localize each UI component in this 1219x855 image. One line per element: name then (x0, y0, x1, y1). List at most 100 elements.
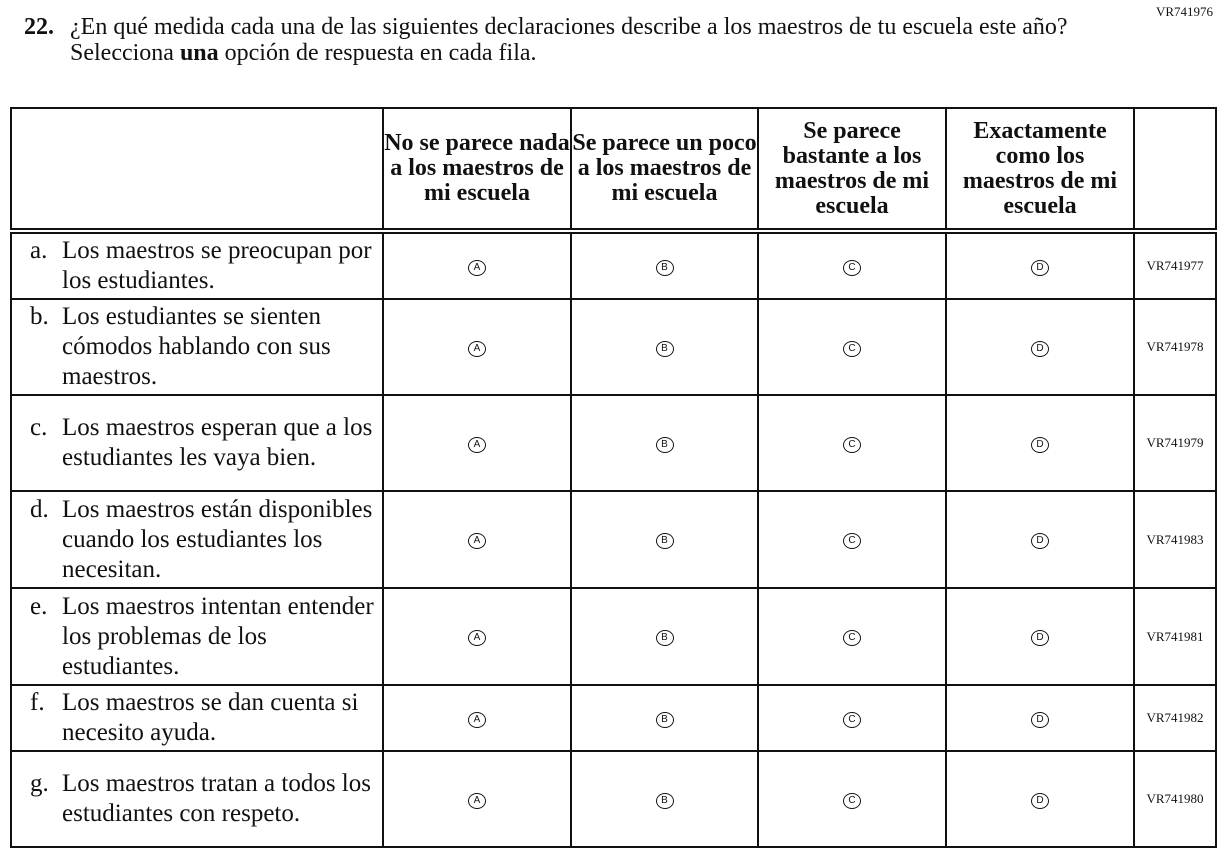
column-header: Se parece un poco a los maestros de mi e… (570, 107, 759, 234)
statement-text: Los maestros están disponibles cuando lo… (62, 495, 373, 583)
answer-bubble[interactable]: C (843, 340, 861, 357)
answer-bubble[interactable]: A (468, 340, 486, 357)
answer-bubble[interactable]: C (843, 436, 861, 453)
statement-row: g. Los maestros tratan a todos los estudi… (10, 750, 1217, 848)
item-code: VR741978 (1133, 298, 1217, 396)
statement-letter: d. (30, 495, 49, 523)
statement-letter: a. (30, 237, 48, 264)
answer-bubble[interactable]: C (843, 630, 861, 646)
statement-row: f. Los maestros se dan cuenta si necesito… (10, 684, 1217, 752)
answer-bubble[interactable]: D (1031, 630, 1049, 646)
statement-text: Los maestros se dan cuenta si necesito a… (62, 689, 359, 746)
answer-bubble[interactable]: C (843, 533, 861, 549)
option-cell: B (570, 230, 759, 300)
statement-letter: f. (30, 689, 45, 716)
question-text: ¿En qué medida cada una de las siguiente… (70, 14, 1104, 66)
statement-cell: b. Los estudiantes se sienten cómodos hab… (10, 298, 384, 396)
option-cell: B (570, 684, 759, 752)
statement-text: Los estudiantes se sienten cómodos habla… (62, 303, 331, 390)
statement: d. Los maestros están disponibles cuando … (30, 495, 378, 585)
statement: a. Los maestros se preocupan por los estu… (30, 236, 378, 296)
option-cell: D (945, 230, 1135, 300)
question-number: 22. (24, 14, 54, 40)
statement-text: Los maestros esperan que a los estudiant… (62, 414, 373, 471)
option-cell: A (382, 394, 572, 492)
option-cell: B (570, 394, 759, 492)
statement-cell: e. Los maestros intentan entender los pro… (10, 587, 384, 686)
statement: e. Los maestros intentan entender los pro… (30, 592, 378, 682)
option-cell: B (570, 490, 759, 589)
column-header: Se parece bastante a los maestros de mi … (757, 107, 947, 234)
question-part: opción de respuesta en cada fila. (218, 40, 537, 66)
statement-cell: c. Los maestros esperan que a los estudia… (10, 394, 384, 492)
option-cell: B (570, 298, 759, 396)
statement-cell: d. Los maestros están disponibles cuando … (10, 490, 384, 589)
statement-letter: e. (30, 592, 48, 620)
answer-bubble[interactable]: A (468, 792, 486, 809)
option-cell: C (757, 230, 947, 300)
answer-bubble[interactable]: C (843, 792, 861, 809)
answer-bubble[interactable]: A (468, 630, 486, 646)
question: 22. ¿En qué medida cada una de las sigui… (24, 14, 1104, 66)
answer-bubble[interactable]: C (843, 711, 861, 728)
statement: f. Los maestros se dan cuenta si necesito… (30, 688, 378, 748)
option-cell: D (945, 490, 1135, 589)
answer-bubble[interactable]: D (1031, 340, 1049, 357)
answer-bubble[interactable]: A (468, 259, 486, 276)
statement-row: d. Los maestros están disponibles cuando … (10, 490, 1217, 589)
option-cell: C (757, 298, 947, 396)
statement-row: b. Los estudiantes se sienten cómodos hab… (10, 298, 1217, 396)
answer-bubble[interactable]: C (843, 259, 861, 276)
option-cell: C (757, 750, 947, 848)
item-code: VR741983 (1133, 490, 1217, 589)
answer-bubble[interactable]: A (468, 436, 486, 453)
answer-bubble[interactable]: B (655, 340, 674, 357)
answer-bubble[interactable]: B (655, 792, 674, 809)
statement-cell: a. Los maestros se preocupan por los estu… (10, 230, 384, 300)
column-header-text: Se parece un poco a los maestros de mi e… (572, 130, 757, 206)
option-cell: D (945, 750, 1135, 848)
option-cell: C (757, 394, 947, 492)
answer-bubble[interactable]: D (1031, 533, 1049, 549)
answer-bubble[interactable]: A (468, 533, 486, 549)
column-header: Exactamente como los maestros de mi escu… (945, 107, 1135, 234)
answer-bubble[interactable]: D (1031, 436, 1049, 453)
option-cell: B (570, 587, 759, 686)
column-header-text: No se parece nada a los maestros de mi e… (384, 130, 570, 206)
option-cell: D (945, 298, 1135, 396)
column-header-text: Exactamente como los maestros de mi escu… (962, 117, 1118, 219)
header-row: No se parece nada a los maestros de mi e… (10, 107, 1217, 234)
option-cell: D (945, 394, 1135, 492)
answer-bubble[interactable]: A (468, 711, 486, 728)
column-header: No se parece nada a los maestros de mi e… (382, 107, 572, 234)
question-code: VR741976 (1155, 4, 1213, 19)
item-code: VR741982 (1133, 684, 1217, 752)
item-code: VR741977 (1133, 230, 1217, 300)
option-cell: D (945, 587, 1135, 686)
question-part: ¿En qué medida cada una de las siguiente… (70, 14, 1068, 66)
survey-table: No se parece nada a los maestros de mi e… (10, 107, 1217, 848)
blank-header (10, 107, 384, 234)
option-cell: C (757, 587, 947, 686)
statement-cell: g. Los maestros tratan a todos los estudi… (10, 750, 384, 848)
statement-row: c. Los maestros esperan que a los estudia… (10, 394, 1217, 492)
answer-bubble[interactable]: D (1031, 711, 1049, 728)
item-code: VR741980 (1133, 750, 1217, 848)
option-cell: A (382, 587, 572, 686)
option-cell: A (382, 750, 572, 848)
statement-cell: f. Los maestros se dan cuenta si necesito… (10, 684, 384, 752)
answer-bubble[interactable]: B (655, 259, 674, 276)
table-body: a. Los maestros se preocupan por los estu… (10, 230, 1217, 848)
option-cell: A (382, 490, 572, 589)
answer-bubble[interactable]: B (655, 630, 674, 646)
answer-bubble[interactable]: B (655, 436, 674, 453)
answer-bubble[interactable]: B (655, 533, 674, 549)
option-cell: C (757, 684, 947, 752)
statement: g. Los maestros tratan a todos los estudi… (30, 769, 378, 829)
answer-bubble[interactable]: B (655, 711, 674, 728)
option-cell: C (757, 490, 947, 589)
answer-bubble[interactable]: D (1031, 259, 1049, 276)
answer-bubble[interactable]: D (1031, 792, 1049, 809)
question-emphasis: una (179, 40, 219, 66)
